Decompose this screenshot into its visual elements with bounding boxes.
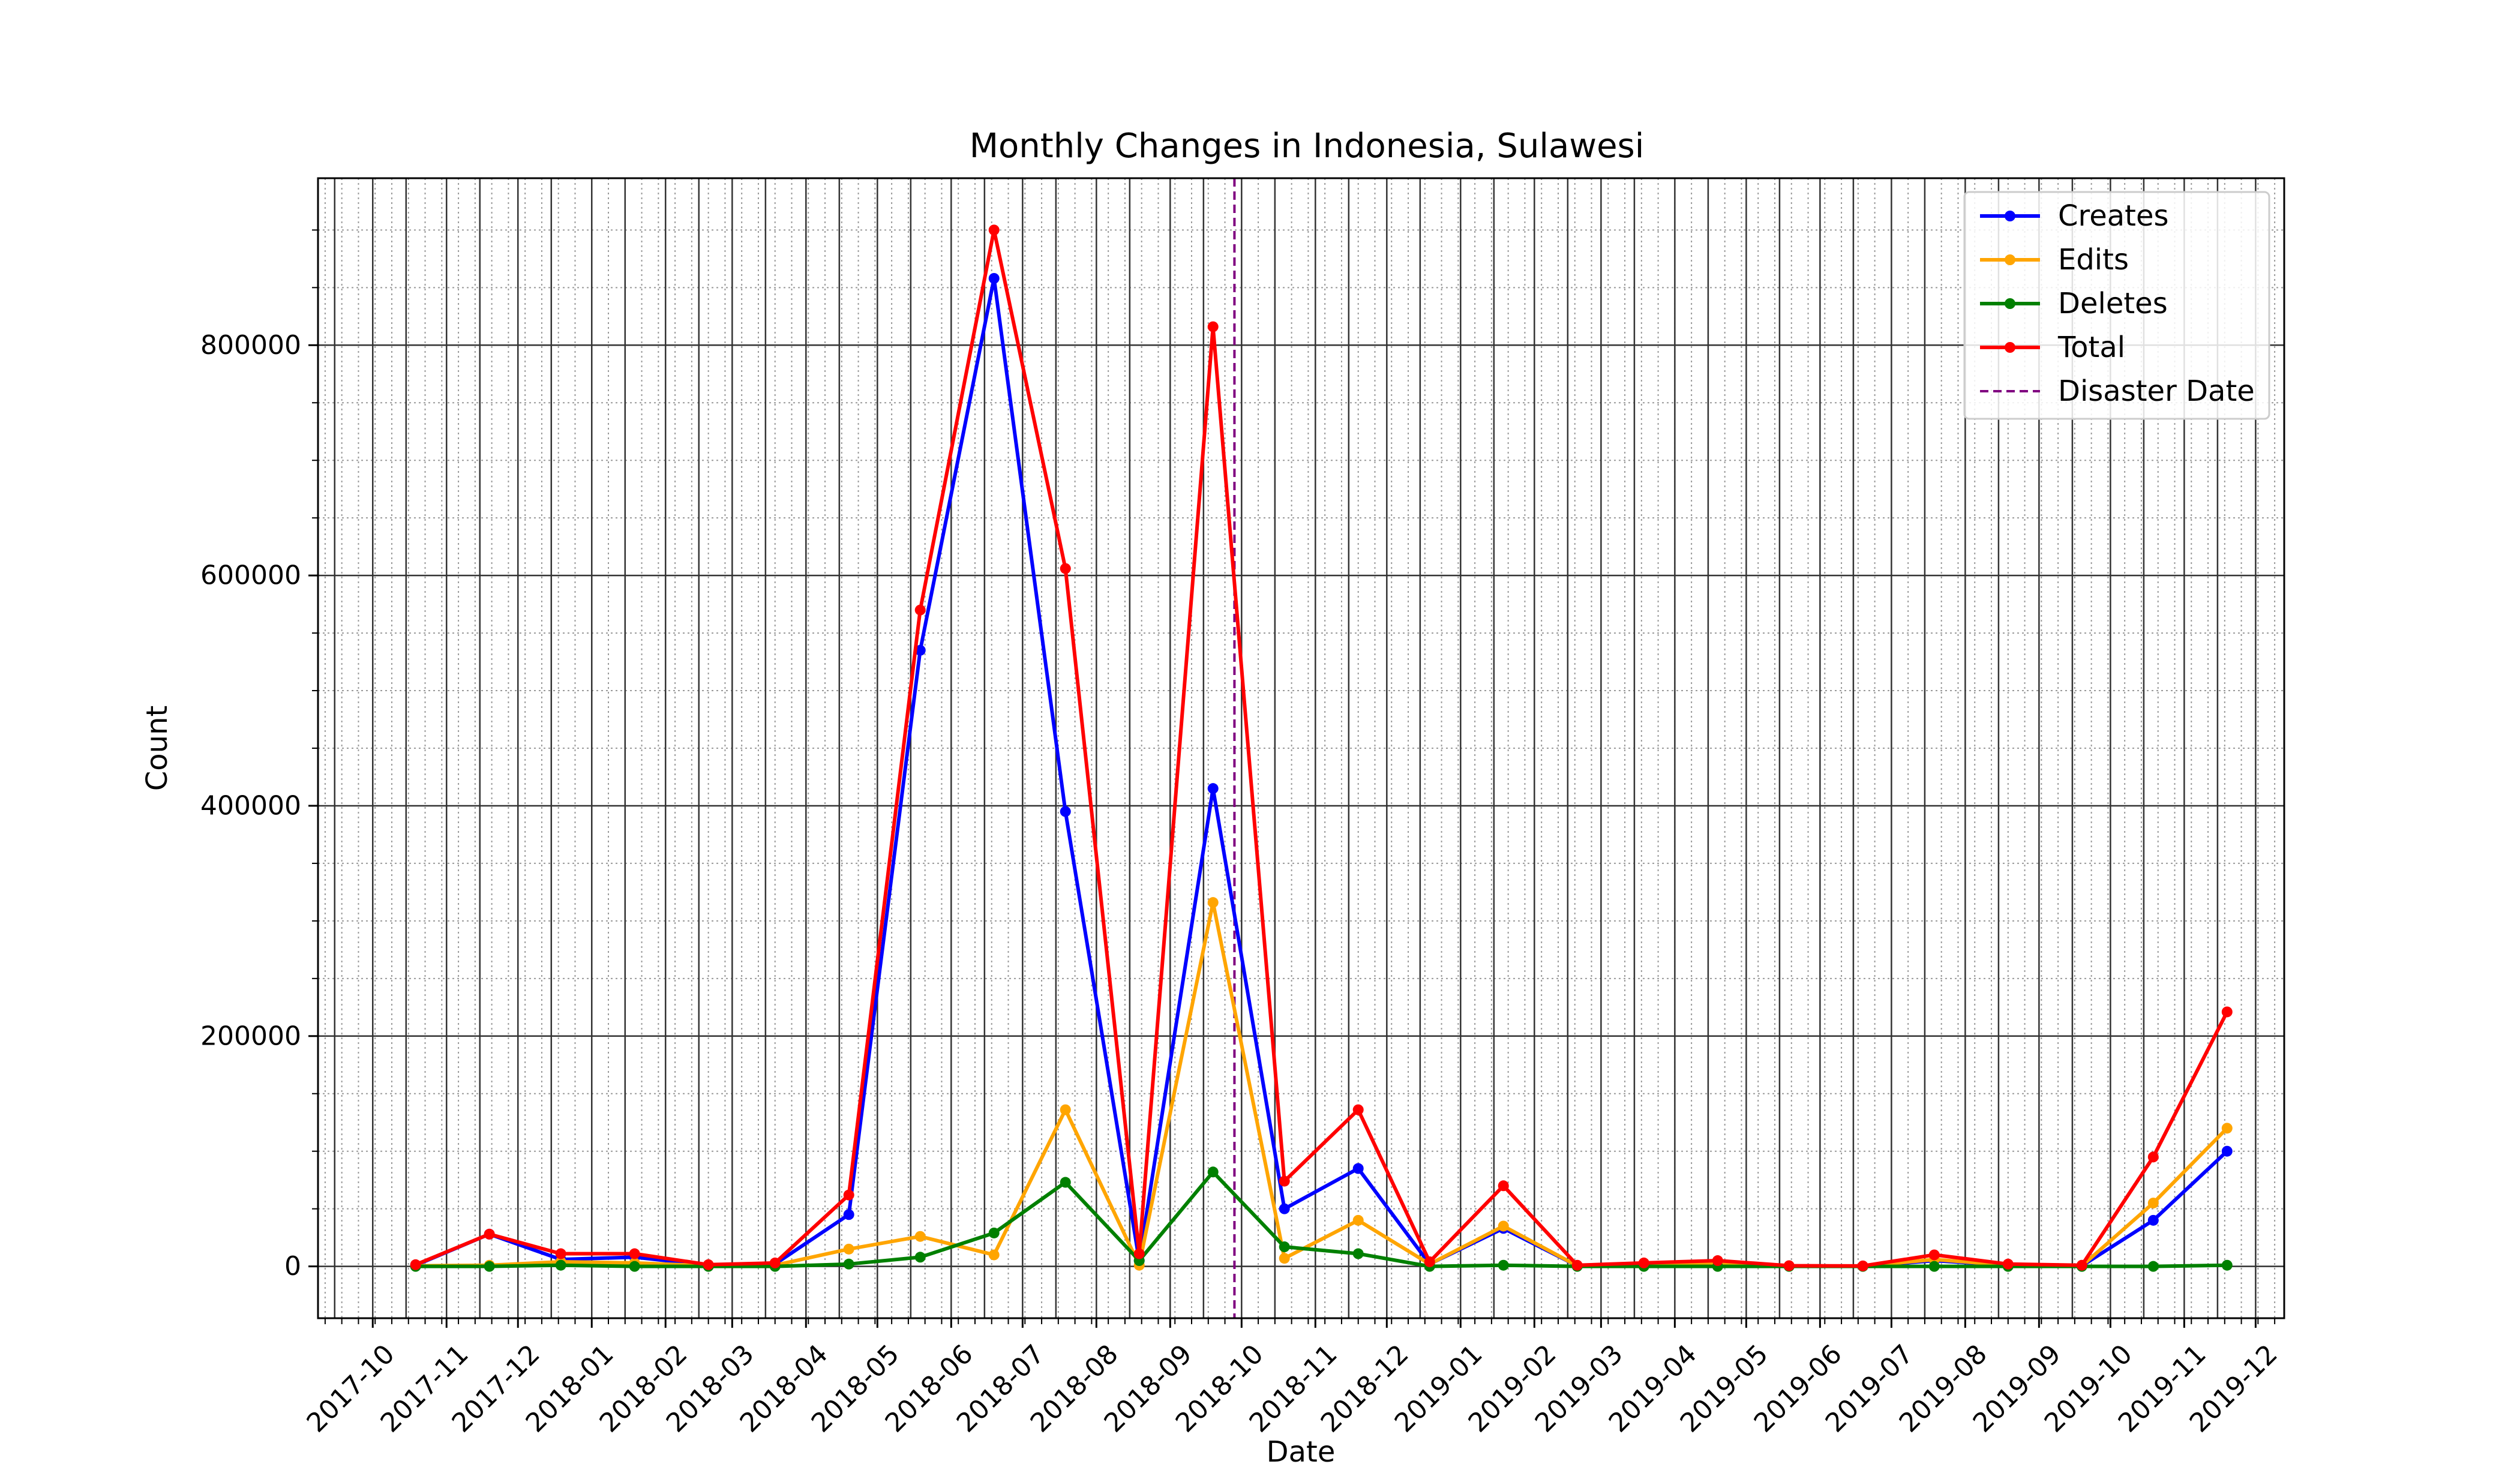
data-point-total xyxy=(2147,1151,2159,1163)
data-point-deletes xyxy=(843,1258,854,1270)
data-point-deletes xyxy=(1060,1177,1071,1188)
data-point-deletes xyxy=(988,1227,1000,1238)
data-point-edits xyxy=(1352,1214,1364,1226)
data-point-creates xyxy=(1060,806,1071,817)
series-total xyxy=(410,224,2233,1271)
data-point-total xyxy=(1857,1260,1868,1271)
data-point-edits xyxy=(1207,897,1219,908)
legend-label-deletes: Deletes xyxy=(2058,287,2168,320)
data-point-total xyxy=(1498,1180,1509,1192)
chart-title: Monthly Changes in Indonesia, Sulawesi xyxy=(970,127,1645,166)
data-point-total xyxy=(1133,1248,1145,1259)
y-tick-label: 800000 xyxy=(200,330,301,361)
legend-label-edits: Edits xyxy=(2058,243,2129,277)
data-point-creates xyxy=(1352,1163,1364,1174)
data-point-total xyxy=(1783,1260,1795,1271)
series-line-deletes xyxy=(415,1170,2227,1268)
legend-label-total: Total xyxy=(2057,331,2125,364)
data-point-deletes xyxy=(2221,1259,2233,1271)
legend: Creates Edits Deletes Total Disaster Date xyxy=(1963,191,2270,420)
data-point-total xyxy=(629,1248,640,1259)
data-point-total xyxy=(1279,1175,1290,1187)
axis-ticks xyxy=(308,229,2276,1328)
data-point-total xyxy=(484,1228,495,1240)
data-point-total xyxy=(1638,1257,1649,1268)
data-point-total xyxy=(1571,1259,1583,1271)
data-point-deletes xyxy=(629,1261,640,1272)
data-point-creates xyxy=(2221,1145,2233,1157)
legend-marker-creates xyxy=(2005,211,2015,221)
data-point-deletes xyxy=(914,1252,926,1263)
data-point-total xyxy=(2076,1259,2087,1271)
data-point-total xyxy=(843,1189,854,1201)
series-line-creates xyxy=(415,277,2228,1268)
data-point-deletes xyxy=(1207,1166,1219,1178)
series-creates xyxy=(410,272,2233,1272)
data-point-deletes xyxy=(2147,1261,2159,1272)
data-point-total xyxy=(2221,1006,2233,1018)
y-axis-label: Count xyxy=(140,706,174,791)
data-point-edits xyxy=(843,1243,854,1255)
series-deletes xyxy=(410,1166,2233,1272)
legend-label-creates: Creates xyxy=(2058,199,2169,233)
data-point-deletes xyxy=(1279,1241,1290,1253)
data-point-deletes xyxy=(484,1261,495,1272)
data-point-total xyxy=(769,1257,781,1268)
data-point-creates xyxy=(914,644,926,656)
y-tick-label: 600000 xyxy=(200,560,301,591)
series-lines xyxy=(410,224,2233,1272)
data-point-edits xyxy=(1279,1253,1290,1264)
data-point-creates xyxy=(988,272,1000,284)
data-point-creates xyxy=(1207,783,1219,794)
legend-box xyxy=(1963,191,2270,420)
data-point-total xyxy=(1060,563,1071,574)
data-point-total xyxy=(1424,1256,1435,1267)
data-point-deletes xyxy=(1352,1248,1364,1259)
series-line-edits xyxy=(415,901,2228,1268)
series-edits xyxy=(410,897,2233,1272)
data-point-total xyxy=(703,1259,714,1270)
data-point-total xyxy=(1712,1255,1723,1267)
data-point-total xyxy=(1352,1104,1364,1115)
data-point-edits xyxy=(1060,1104,1071,1115)
data-point-deletes xyxy=(1498,1259,1509,1271)
legend-marker-deletes xyxy=(2005,298,2015,309)
data-point-edits xyxy=(1498,1220,1509,1232)
y-tick-label: 0 xyxy=(284,1251,301,1282)
x-axis-label: Date xyxy=(1267,1435,1336,1469)
data-point-total xyxy=(1207,321,1219,332)
minor-grid xyxy=(318,178,2284,1318)
legend-marker-edits xyxy=(2005,254,2015,265)
legend-marker-total xyxy=(2005,342,2015,353)
legend-label-disaster-date: Disaster Date xyxy=(2058,374,2255,408)
data-point-total xyxy=(555,1248,566,1259)
data-point-edits xyxy=(2221,1123,2233,1134)
data-point-creates xyxy=(2147,1214,2159,1226)
y-tick-label: 200000 xyxy=(200,1021,301,1051)
data-point-total xyxy=(1928,1249,1940,1261)
data-point-creates xyxy=(1279,1203,1290,1214)
data-point-deletes xyxy=(1928,1261,1940,1272)
major-grid xyxy=(318,178,2284,1318)
data-point-edits xyxy=(914,1231,926,1242)
data-point-edits xyxy=(988,1249,1000,1261)
y-tick-label: 400000 xyxy=(200,790,301,821)
series-line-total xyxy=(415,228,2229,1268)
data-point-total xyxy=(988,224,1000,236)
data-point-total xyxy=(2002,1258,2014,1270)
data-point-edits xyxy=(2147,1198,2159,1209)
data-point-total xyxy=(914,604,926,616)
data-point-deletes xyxy=(555,1259,566,1271)
data-point-total xyxy=(410,1259,421,1270)
data-point-creates xyxy=(843,1209,854,1220)
